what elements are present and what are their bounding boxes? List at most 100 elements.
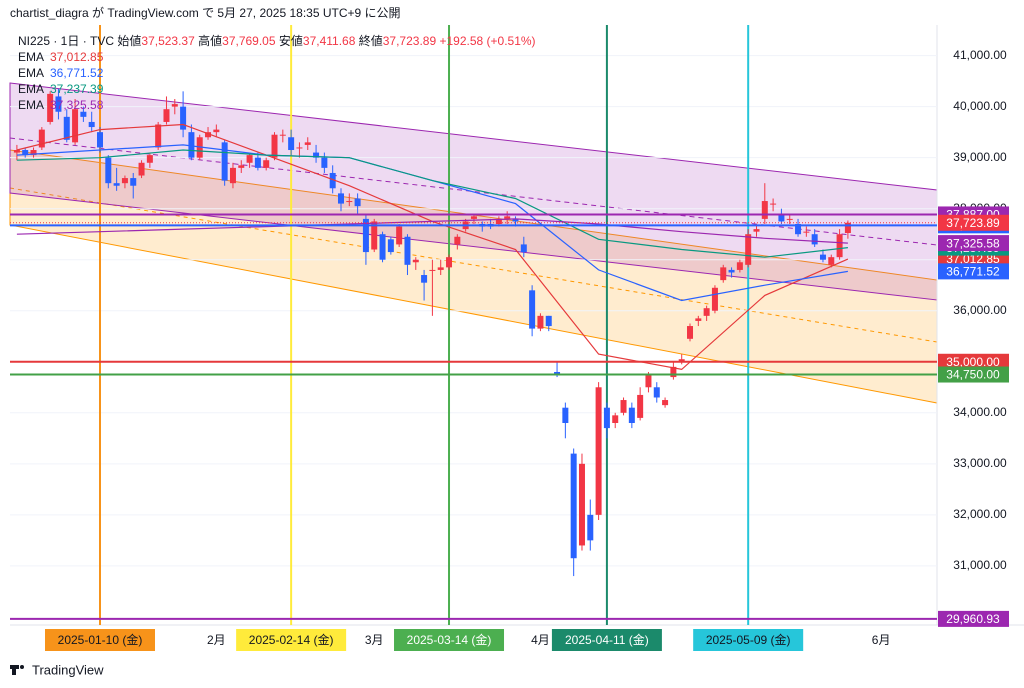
candle-body	[470, 216, 477, 219]
candle-body	[761, 201, 768, 219]
price-tag-box	[938, 263, 1009, 280]
candle-body	[828, 257, 835, 265]
price-tag-label: 36,771.52	[946, 265, 1000, 279]
y-tick-label: 40,000.00	[953, 99, 1007, 113]
candle-body	[121, 178, 128, 184]
price-tag-label: 37,325.58	[946, 236, 1000, 250]
candle-body	[238, 165, 245, 168]
x-tick-label: 3月	[365, 633, 384, 647]
candle-body	[678, 359, 685, 362]
logo-mark	[12, 665, 16, 675]
candle-body	[229, 167, 236, 184]
candle-body	[421, 275, 428, 283]
header-part: +192.58 (+0.51%)	[439, 34, 535, 48]
ema-legend-value: 37,325.58	[50, 98, 104, 112]
candle-body	[387, 239, 394, 253]
candle-body	[105, 157, 112, 184]
candle-body	[628, 407, 635, 423]
candle-body	[213, 129, 220, 133]
brand: TradingView	[10, 662, 104, 677]
candle-body	[188, 132, 195, 158]
candle-body	[171, 104, 178, 107]
price-tag-box	[938, 610, 1009, 627]
header-part: 終値	[359, 33, 383, 48]
candle-body	[637, 394, 644, 418]
candle-body	[662, 400, 669, 406]
price-tag-box	[938, 353, 1009, 370]
y-tick-label: 36,000.00	[953, 303, 1007, 317]
hline-tag: 29,960.93	[938, 610, 1009, 627]
candle-body	[811, 234, 818, 245]
price-tag-label: 34,750.00	[946, 368, 1000, 382]
brand-name: TradingView	[32, 662, 104, 677]
candle-body	[63, 116, 70, 140]
price-tag-label: 35,000.00	[946, 355, 1000, 369]
purple-midline	[9, 137, 938, 246]
candle-body	[263, 160, 270, 168]
candle-body	[736, 262, 743, 270]
candle-body	[437, 267, 444, 270]
candle-body	[454, 236, 461, 245]
header-part: NI225 · 1日 · TVC	[18, 34, 114, 48]
candle-body	[279, 134, 286, 136]
candle-body	[753, 229, 760, 232]
channels	[9, 82, 938, 404]
candle-body	[113, 183, 120, 186]
candle-body	[446, 257, 453, 268]
date-marker-box	[45, 629, 155, 651]
candle-body	[396, 226, 403, 245]
candle-body	[703, 308, 710, 316]
header-part: 37,523.37	[141, 34, 195, 48]
price-tag-label: 37,723.89	[946, 216, 1000, 230]
header-part: 37,411.68	[303, 34, 356, 48]
candle-body	[13, 150, 20, 153]
header-part: 37,723.89	[383, 34, 437, 48]
candle-body	[695, 318, 702, 321]
candle-body	[146, 155, 153, 163]
ema-tag: 36,771.52	[938, 263, 1009, 280]
candle-body	[720, 267, 727, 281]
candle-body	[329, 172, 336, 189]
candle-body	[288, 137, 295, 151]
candle-body	[537, 315, 544, 329]
candle-body	[429, 269, 436, 271]
candle-body	[362, 218, 369, 253]
y-tick-label: 39,000.00	[953, 150, 1007, 164]
candle-body	[404, 236, 411, 265]
candle-body	[130, 178, 137, 186]
candle-body	[38, 129, 45, 148]
price-tag-box	[938, 214, 1009, 231]
candle-body	[786, 218, 793, 220]
price-tag-label: 29,960.93	[946, 612, 1000, 626]
ema-legend-value: 37,012.85	[50, 50, 104, 64]
candle-body	[371, 221, 378, 250]
candle-body	[412, 259, 419, 263]
candle-body	[554, 371, 561, 375]
date-marker-box	[693, 629, 804, 651]
price-tag-label: 37,012.85	[946, 252, 1000, 266]
candle-body	[670, 366, 677, 378]
candle-body	[603, 407, 610, 429]
candle-body	[138, 162, 145, 176]
candle-body	[205, 132, 212, 138]
candle-body	[495, 218, 502, 224]
candle-body	[620, 400, 627, 413]
ema-legend-name: EMA	[18, 98, 44, 112]
candle-body	[55, 96, 62, 112]
header-part: 始値	[117, 33, 141, 48]
y-tick-label: 34,000.00	[953, 405, 1007, 419]
candle-body	[645, 374, 652, 388]
candle-body	[687, 326, 694, 339]
hline-tag: 35,000.00	[938, 353, 1009, 370]
candle-body	[803, 231, 810, 233]
candle-body	[296, 147, 303, 149]
candle-body	[80, 111, 87, 117]
date-marker-label: 2025-03-14 (金)	[407, 632, 492, 647]
header-part: 安値	[279, 33, 303, 48]
date-marker-box	[394, 629, 505, 651]
candle-body	[346, 201, 353, 203]
candle-body	[745, 234, 752, 265]
price-tag-box	[938, 235, 1009, 252]
symbol-header: NI225 · 1日 · TVC 始値37,523.37 高値37,769.05…	[18, 33, 536, 48]
